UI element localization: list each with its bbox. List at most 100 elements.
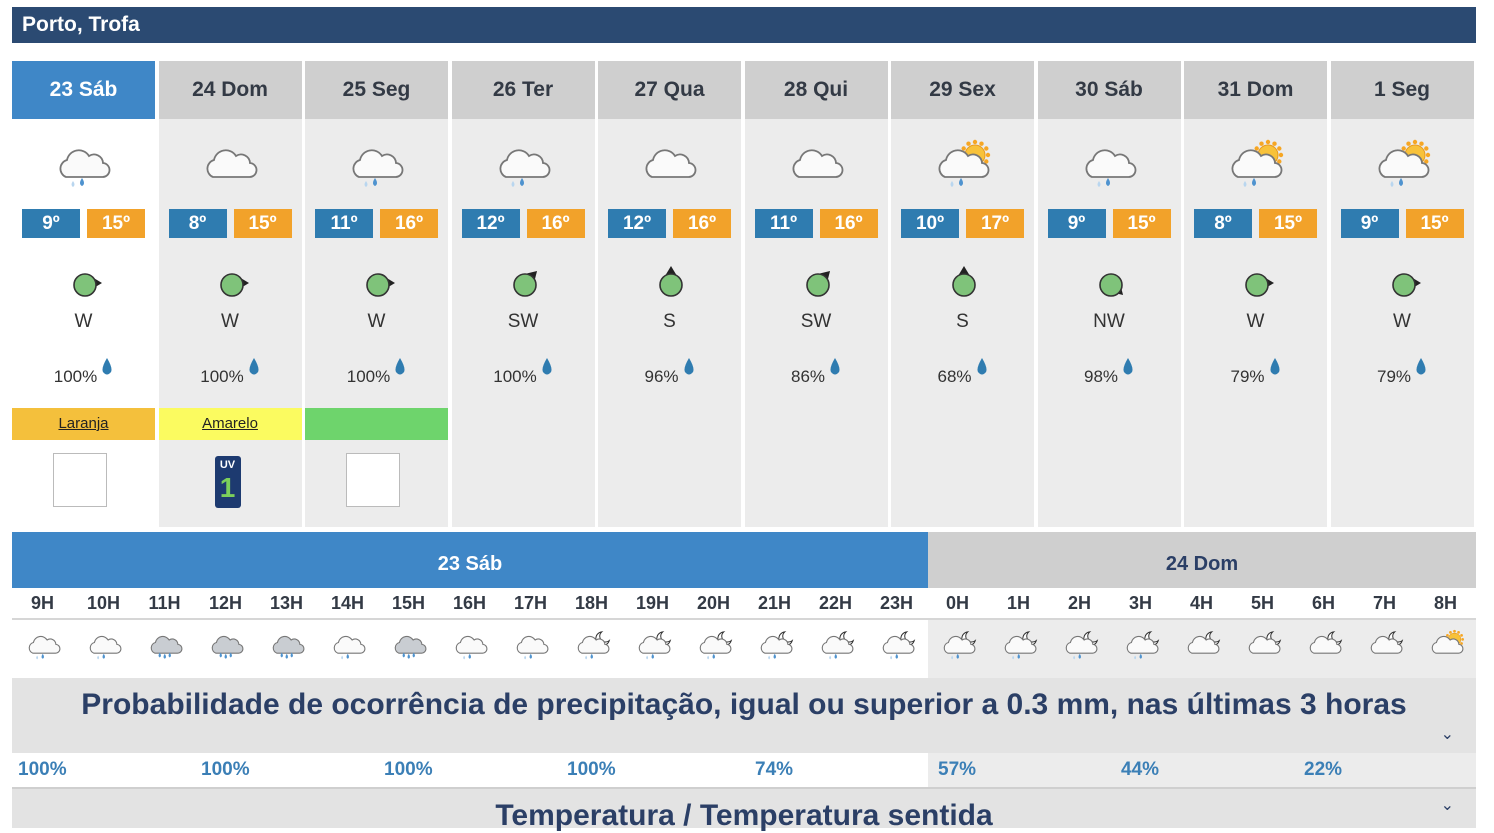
wind-direction-icon [945,264,983,302]
day-label[interactable]: 1 Seg [1330,61,1474,119]
day-column[interactable]: 31 Dom 8º 15º W 79% [1184,61,1327,527]
water-drop-icon [1269,358,1281,381]
day-label[interactable]: 25 Seg [305,61,448,119]
wind-direction: W [74,311,93,332]
hour-label: 22H [818,593,853,613]
chevron-down-icon[interactable]: ⌄ [1440,726,1454,743]
max-temperature: 16º [526,209,585,238]
uv-index-icon: UV 1 [214,456,241,508]
wind-direction: S [663,311,676,332]
hour-label: 5H [1250,593,1274,613]
wind-direction-icon [799,264,837,302]
water-drop-icon [829,358,841,381]
hour-label: 14H [330,593,365,613]
humidity: 86% [745,358,888,387]
warning-badge[interactable]: Amarelo [158,408,302,440]
day-label[interactable]: 26 Ter [451,61,595,119]
humidity: 68% [891,358,1034,387]
min-temperature: 11º [754,209,813,238]
temperature-section-header[interactable]: Temperatura / Temperatura sentida ⌄ [12,787,1476,832]
max-temperature: 16º [380,209,438,238]
temperature-title: Temperatura / Temperatura sentida [495,799,993,832]
day-label[interactable]: 30 Sáb [1037,61,1181,119]
heavy-rain-cloud-icon [268,628,329,668]
max-temperature: 15º [87,209,145,238]
water-drop-icon [394,358,406,381]
warning-badge[interactable]: Laranja [12,408,155,440]
precipitation-value: 44% [1121,759,1160,780]
rain-cloud-icon [492,137,556,191]
day-column[interactable]: 1 Seg 9º 15º W 79% [1330,61,1474,527]
day-column[interactable]: 23 Sáb 9º 15º W 100% Laranja [12,61,155,527]
hour-label: 1H [1006,593,1030,613]
hour-label: 3H [1128,593,1152,613]
hourly-forecast: 23 Sáb 24 Dom 9H 10H 11H 12H 13H 14H 15H 16H 17H… [12,532,1476,678]
max-temperature: 16º [819,209,878,238]
day-label[interactable]: 23 Sáb [12,61,155,119]
rain-cloud-icon [451,628,512,668]
wind-direction: W [1393,311,1411,332]
sun-rain-cloud-icon [1371,137,1435,191]
precipitation-value: 100% [567,759,616,780]
hour-label: 12H [208,593,243,613]
min-temperature: 8º [1194,209,1252,238]
humidity-value: 86% [790,367,826,386]
min-temperature: 12º [461,209,520,238]
day-column[interactable]: 28 Qui 11º 16º SW 86% [744,61,888,527]
min-temperature: 9º [1340,209,1399,238]
chevron-down-icon[interactable]: ⌄ [1440,797,1454,814]
hour-label: 9H [30,593,54,613]
rain-cloud-icon [24,628,85,668]
wind-direction-icon [1092,264,1130,302]
day-column[interactable]: 26 Ter 12º 16º SW 100% [451,61,595,527]
moon-cloud-icon [1305,628,1366,668]
hour-label: 6H [1311,593,1335,613]
moon-rain-cloud-icon [634,628,695,668]
moon-rain-cloud-icon [939,628,1000,668]
sun-cloud-icon [1427,628,1488,668]
hour-label: 2H [1067,593,1091,613]
day-column[interactable]: 27 Qua 12º 16º S 96% [598,61,741,527]
day-column[interactable]: 30 Sáb 9º 15º NW 98% [1037,61,1181,527]
precipitation-value: 100% [384,759,433,780]
moon-rain-cloud-icon [817,628,878,668]
day-label[interactable]: 29 Sex [891,61,1034,119]
wind-direction: W [1246,311,1265,332]
day-label[interactable]: 24 Dom [158,61,302,119]
day-label[interactable]: 27 Qua [598,61,741,119]
day-label[interactable]: 28 Qui [744,61,888,119]
moon-cloud-icon [1366,628,1427,668]
rain-cloud-icon [85,628,146,668]
precipitation-title: Probabilidade de ocorrência de precipita… [81,688,1407,721]
day-label[interactable]: 31 Dom [1184,61,1327,119]
moon-rain-cloud-icon [695,628,756,668]
uv-index-empty [53,453,107,507]
hour-icons [12,618,1476,678]
max-temperature: 15º [1112,209,1171,238]
hour-label: 7H [1372,593,1396,613]
humidity-value: 100% [53,367,98,386]
warning-badge[interactable] [305,408,448,440]
rain-cloud-icon [345,137,409,191]
wind-direction: SW [507,311,539,332]
wind-direction-icon [652,264,690,302]
hourly-day-tab[interactable]: 24 Dom [928,532,1476,588]
max-temperature: 15º [1405,209,1464,238]
min-temperature: 9º [1047,209,1106,238]
min-temperature: 10º [901,209,959,238]
day-column[interactable]: 25 Seg 11º 16º W 100% [305,61,448,527]
humidity-value: 79% [1230,367,1265,386]
moon-cloud-icon [1244,628,1305,668]
max-temperature: 15º [233,209,292,238]
hourly-day-tab[interactable]: 23 Sáb [12,532,928,588]
day-column[interactable]: 24 Dom 8º 15º W 100% Amarelo UV 1 [158,61,302,527]
humidity: 79% [1184,358,1327,387]
water-drop-icon [248,358,260,381]
humidity-value: 68% [937,367,972,386]
cloud-icon [638,137,702,191]
moon-rain-cloud-icon [573,628,634,668]
day-column[interactable]: 29 Sex 10º 17º S 68% [891,61,1034,527]
hour-label: 23H [879,593,914,613]
min-temperature: 9º [22,209,80,238]
precipitation-section-header[interactable]: Probabilidade de ocorrência de precipita… [12,678,1476,753]
